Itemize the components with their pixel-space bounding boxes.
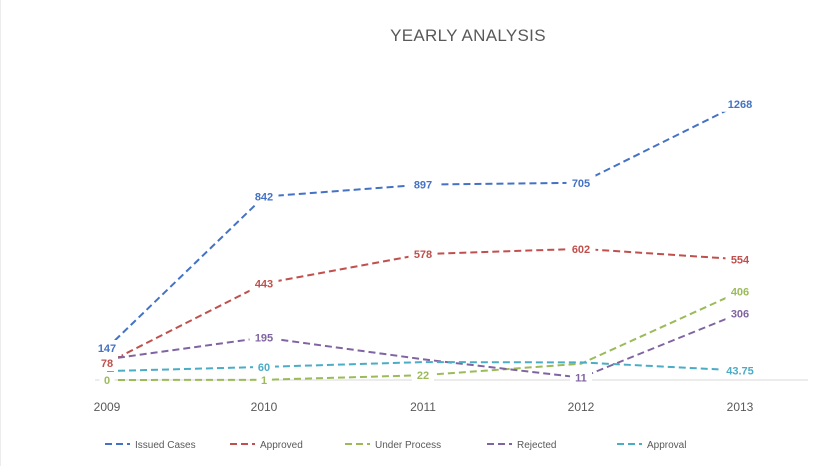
data-label-approved-2009: 78	[101, 358, 113, 370]
data-label-bg	[725, 251, 755, 268]
data-label-rejected-2010: 195	[255, 333, 273, 345]
x-tick-label-2009: 2009	[94, 400, 121, 414]
legend-label-approval: Approval	[647, 440, 686, 451]
data-label-issued-cases-2013: 1268	[728, 99, 752, 111]
data-label-bg	[408, 246, 438, 263]
data-label-under-process-2011: 22	[417, 370, 429, 382]
data-label-under-process-2009: 0	[104, 375, 110, 387]
x-tick-label-2012: 2012	[568, 400, 595, 414]
series-line-rejected	[106, 312, 741, 379]
data-label-issued-cases-2010: 842	[255, 192, 273, 204]
data-label-bg	[92, 340, 122, 356]
x-tick-label-2013: 2013	[727, 400, 754, 414]
legend: Issued Cases Approved Under Process Rejecte…	[105, 440, 686, 451]
x-axis-ticks: 2009 2010 2011 2012 2013	[94, 400, 754, 414]
data-label-approval-2010: 60	[258, 362, 270, 374]
data-label-under-process-2013: 406	[731, 287, 749, 299]
data-label-bg	[249, 275, 279, 292]
data-label-bg	[570, 369, 592, 386]
data-label-bg	[566, 174, 596, 191]
legend-label-rejected: Rejected	[517, 440, 556, 451]
legend-label-approved: Approved	[260, 440, 303, 451]
data-label-approved-2011: 578	[414, 249, 432, 261]
data-label-bg	[722, 95, 758, 112]
x-tick-label-2010: 2010	[251, 400, 278, 414]
data-label-under-process-2010: 1	[261, 375, 267, 387]
data-label-bg	[566, 240, 596, 257]
data-label-rejected-2012: 11	[575, 373, 587, 385]
data-label-bg	[725, 305, 755, 322]
legend-label-issued-cases: Issued Cases	[135, 440, 196, 451]
data-label-bg	[718, 362, 762, 379]
data-labels-layer: 147 842 897 705 1268 78 443 578 602 554 0 1 22 406 195…	[92, 95, 762, 388]
data-label-bg	[256, 371, 272, 388]
legend-label-under-process: Under Process	[375, 440, 441, 451]
data-label-issued-cases-2009: 147	[98, 343, 116, 355]
series-line-approval	[106, 361, 741, 373]
data-label-bg	[249, 188, 279, 205]
chart-title: YEARLY ANALYSIS	[390, 26, 546, 45]
data-label-rejected-2013: 306	[731, 308, 749, 320]
data-label-bg	[408, 176, 438, 193]
data-label-issued-cases-2012: 705	[572, 178, 590, 190]
data-label-approved-2012: 602	[572, 244, 590, 256]
data-label-bg	[412, 367, 434, 384]
series-line-under-process	[106, 290, 741, 381]
data-label-bg	[725, 283, 755, 300]
data-label-approved-2010: 443	[255, 279, 273, 291]
data-label-bg	[96, 355, 118, 371]
x-tick-label-2011: 2011	[410, 400, 436, 414]
data-label-bg	[249, 329, 279, 346]
data-label-bg	[253, 358, 275, 375]
data-label-approved-2013: 554	[731, 254, 750, 266]
data-label-bg	[99, 372, 115, 388]
data-label-issued-cases-2011: 897	[414, 180, 432, 192]
data-label-approval-2013: 43.75	[726, 366, 754, 378]
